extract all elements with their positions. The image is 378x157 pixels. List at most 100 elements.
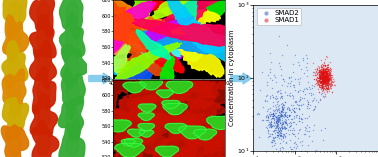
SMAD2: [310, 109, 316, 111]
SMAD1: [323, 75, 329, 77]
SMAD2: [292, 134, 298, 137]
SMAD1: [317, 98, 323, 100]
SMAD1: [325, 83, 331, 86]
SMAD1: [322, 75, 328, 78]
SMAD2: [280, 127, 286, 130]
Polygon shape: [113, 95, 188, 145]
SMAD1: [328, 82, 334, 84]
SMAD1: [328, 83, 334, 85]
SMAD2: [274, 109, 280, 112]
SMAD1: [332, 80, 338, 83]
SMAD1: [322, 80, 328, 83]
SMAD2: [291, 117, 297, 120]
SMAD2: [268, 60, 274, 63]
SMAD2: [263, 94, 269, 97]
SMAD1: [324, 70, 330, 72]
SMAD2: [280, 111, 286, 114]
SMAD2: [308, 91, 314, 94]
SMAD1: [322, 94, 328, 97]
SMAD2: [280, 122, 286, 125]
SMAD2: [274, 124, 280, 126]
SMAD2: [311, 124, 317, 126]
SMAD1: [322, 84, 328, 86]
SMAD1: [320, 85, 326, 87]
SMAD2: [280, 77, 286, 80]
SMAD1: [323, 82, 329, 84]
SMAD2: [296, 82, 302, 85]
SMAD1: [321, 75, 327, 77]
SMAD2: [295, 78, 301, 80]
SMAD1: [319, 83, 325, 86]
SMAD1: [325, 75, 332, 77]
SMAD1: [310, 62, 316, 65]
SMAD1: [317, 71, 323, 73]
SMAD2: [289, 107, 295, 110]
SMAD2: [303, 65, 309, 68]
SMAD1: [319, 71, 325, 73]
SMAD1: [325, 78, 331, 81]
Polygon shape: [105, 120, 132, 132]
SMAD1: [320, 67, 326, 69]
SMAD1: [322, 63, 328, 66]
SMAD1: [321, 72, 327, 74]
SMAD2: [311, 85, 318, 88]
SMAD1: [331, 84, 337, 87]
SMAD1: [316, 73, 322, 76]
SMAD1: [322, 77, 328, 79]
SMAD2: [282, 106, 288, 108]
SMAD2: [305, 103, 311, 106]
Polygon shape: [119, 109, 204, 157]
Polygon shape: [138, 17, 193, 44]
SMAD1: [322, 87, 328, 90]
SMAD1: [326, 78, 332, 80]
SMAD2: [272, 127, 278, 130]
SMAD2: [271, 117, 277, 120]
SMAD2: [304, 62, 310, 64]
SMAD2: [265, 116, 271, 118]
SMAD2: [318, 87, 324, 90]
SMAD1: [327, 74, 333, 77]
SMAD2: [268, 124, 274, 127]
SMAD1: [319, 70, 325, 73]
SMAD1: [315, 77, 321, 79]
Polygon shape: [8, 2, 21, 25]
SMAD1: [318, 80, 324, 83]
SMAD2: [290, 62, 296, 65]
SMAD2: [276, 109, 282, 111]
SMAD1: [327, 68, 333, 71]
SMAD2: [280, 147, 286, 149]
SMAD2: [267, 111, 273, 113]
SMAD1: [318, 76, 324, 78]
SMAD1: [320, 78, 326, 80]
SMAD1: [324, 78, 330, 81]
SMAD1: [321, 69, 327, 72]
SMAD1: [318, 81, 324, 84]
SMAD1: [321, 77, 327, 80]
SMAD2: [279, 126, 285, 128]
SMAD1: [318, 75, 324, 77]
SMAD1: [321, 74, 327, 77]
SMAD2: [276, 125, 282, 128]
SMAD1: [328, 67, 334, 70]
SMAD1: [320, 71, 326, 74]
FancyArrow shape: [231, 73, 251, 84]
SMAD1: [319, 72, 325, 74]
SMAD1: [318, 78, 324, 80]
SMAD1: [326, 70, 332, 73]
SMAD1: [320, 75, 326, 78]
SMAD1: [320, 77, 326, 79]
SMAD1: [325, 62, 332, 65]
Polygon shape: [8, 133, 21, 155]
SMAD1: [322, 79, 328, 81]
SMAD1: [324, 79, 330, 81]
SMAD2: [269, 141, 275, 144]
SMAD1: [323, 75, 329, 78]
SMAD1: [318, 73, 324, 76]
SMAD1: [319, 76, 325, 78]
SMAD1: [323, 55, 329, 57]
SMAD1: [322, 70, 328, 73]
SMAD2: [297, 98, 303, 100]
Polygon shape: [113, 24, 149, 42]
SMAD2: [280, 107, 286, 110]
Polygon shape: [2, 69, 26, 118]
